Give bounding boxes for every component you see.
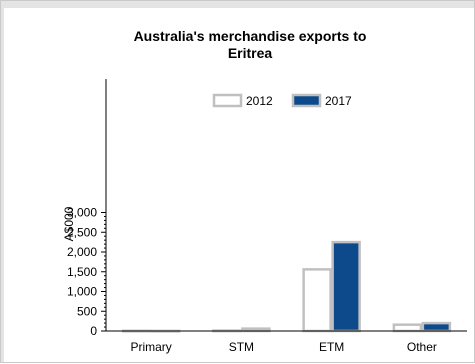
- y-axis-title: A$000: [62, 206, 76, 241]
- y-tick-label: 3,000: [67, 206, 97, 220]
- x-tick-label: Other: [407, 340, 437, 354]
- bar-2017-etm: [331, 240, 361, 333]
- chart-title-line-1: Australia's merchandise exports to: [134, 28, 367, 44]
- x-tick-label: ETM: [319, 340, 344, 354]
- y-tick-label: 0: [90, 324, 97, 338]
- chart-title-line-2: Eritrea: [228, 45, 273, 61]
- frame-top-band: [1, 1, 474, 8]
- frame-left-band: [1, 1, 4, 362]
- y-tick-label: 1,000: [67, 285, 97, 299]
- legend-swatch-2017: [291, 93, 322, 108]
- bar-2017-other: [421, 321, 452, 333]
- legend-label-2012: 2012: [246, 94, 273, 108]
- x-axis-labels: Primary STM ETM Other: [130, 340, 436, 354]
- x-tick-label: STM: [229, 340, 254, 354]
- legend-swatch-2012: [212, 93, 243, 108]
- bars: [121, 240, 452, 333]
- legend: 2012 2017: [212, 93, 352, 108]
- y-tick-label: 500: [77, 304, 97, 318]
- y-tick-label: 2,000: [67, 245, 97, 259]
- bar-2012-etm: [302, 268, 332, 333]
- bar-2012-other: [392, 323, 423, 333]
- y-axis-ticks: 0 500 1,000 1,500 2,000 2,500 3,000: [67, 206, 106, 338]
- y-tick-label: 1,500: [67, 265, 97, 279]
- y-tick-label: 2,500: [67, 225, 97, 239]
- x-tick-label: Primary: [130, 340, 171, 354]
- legend-label-2017: 2017: [325, 94, 352, 108]
